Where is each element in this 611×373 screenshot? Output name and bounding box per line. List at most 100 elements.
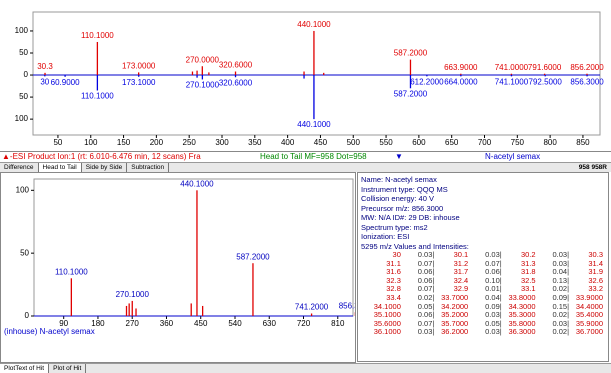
y-tick-label: 50 [19,48,28,57]
info-line: Name: N-acetyl semax [361,175,437,184]
x-tick-label: 90 [59,319,68,328]
table-cell: 0.06| [485,267,502,277]
x-tick-label: 700 [478,138,492,147]
x-tick-label: 450 [314,138,328,147]
x-tick-label: 400 [281,138,295,147]
info-line: Precursor m/z: 856.3000 [361,203,444,213]
peak-label: 270.1000 [186,81,220,90]
x-tick-label: 360 [160,319,174,328]
peak-label: 587.2000 [236,252,270,261]
tab[interactable]: Side by Side [82,163,128,172]
table-cell: 35.2000 [441,310,469,320]
x-tick-label: 270 [126,319,140,328]
status-bar: ▲-ESI Product Ion:1 (rt: 6.010-6.476 min… [0,151,611,162]
y-tick-label: 50 [20,248,29,257]
table-cell: 0.03| [552,258,570,268]
x-tick-label: 300 [215,138,229,147]
x-tick-label: 810 [331,319,345,328]
table-cell: 32.5 [520,275,536,285]
peak-label: 110.1000 [55,267,88,276]
y-tick-label: 100 [15,114,29,123]
tabs-right: 958 958R [578,164,607,171]
table-cell: 30.3 [588,250,603,259]
table-cell: 0.02| [552,327,570,337]
table-cell: 34.1000 [373,301,401,311]
peak-label: 173.0000 [122,62,156,71]
x-tick-label: 100 [84,138,98,147]
table-cell: 0.13| [552,275,570,285]
peak-label: 856.2000 [570,63,604,72]
tab[interactable]: Head to Tail [38,163,82,172]
peak-label: 741.2000 [295,303,329,312]
status-arrow: ▼ [395,152,403,161]
x-tick-label: 850 [576,138,590,147]
table-cell: 36.1000 [373,327,401,337]
info-line: Collision energy: 40 V [361,194,434,203]
table-cell: 34.4000 [575,301,603,311]
table-cell: 0.07| [417,258,435,268]
tab[interactable]: Plot of Hit [49,364,87,373]
table-cell: 32.3 [386,275,401,285]
table-cell: 0.03| [552,318,570,328]
table-cell: 33.4 [386,292,401,302]
table-cell: 0.04| [485,292,502,302]
table-cell: 36.2000 [441,327,469,337]
peak-label: 612.2000 [410,77,444,86]
table-cell: 0.06| [417,275,435,285]
x-tick-label: 200 [150,138,164,147]
tab[interactable]: Subtraction [127,163,170,172]
info-line: 5295 m/z Values and Intensities: [361,241,469,251]
peak-label: 270.0000 [186,55,220,64]
values-table: 30 0.03| 30.1 0.03| 30.2 0.03| 30.3 31.1 0.07| 31… [369,250,605,337]
table-cell: 0.07| [417,318,435,328]
peak-label: 440.1000 [180,179,214,188]
table-cell: 0.07| [485,258,502,268]
table-row: 35.1000 0.06| 35.2000 0.03| 35.3000 0.02| 35.4… [369,311,605,320]
tab[interactable]: PlotText of Hit [0,364,50,373]
info-line: MW: N/A ID#: 29 DB: inhouse [361,213,460,222]
table-row: 35.6000 0.07| 35.7000 0.05| 35.8000 0.03| 35.9… [369,318,605,329]
peak-label: 270.1000 [116,290,150,299]
status-left: ▲-ESI Product Ion:1 (rt: 6.010-6.476 min… [2,152,201,161]
table-cell: 0.02| [417,292,435,302]
peak-label: 30 [40,77,49,86]
table-cell: 0.02| [552,284,570,294]
peak-label: 792.5000 [529,77,563,86]
table-row: 36.1000 0.03| 36.2000 0.03| 36.3000 0.02| 36.7… [369,328,605,337]
x-tick-label: 550 [379,138,393,147]
x-tick-label: 800 [543,138,557,147]
x-tick-label: 350 [248,138,262,147]
table-cell: 30.2 [520,250,536,259]
peak-label: 587.2000 [394,89,428,98]
x-tick-label: 540 [228,319,242,328]
table-cell: 0.06| [417,267,435,277]
y-tick-label: 100 [15,26,29,35]
table-cell: 31.8 [520,267,536,277]
table-cell: 0.02| [552,310,570,320]
table-cell: 34.3000 [508,301,536,311]
status-right: N-acetyl semax [485,152,541,161]
peak-label: 791.6000 [528,63,562,72]
table-cell: 0.05| [417,301,435,311]
table-cell: 0.04| [552,267,570,277]
x-tick-label: 250 [183,138,197,147]
table-cell: 31.6 [386,267,401,277]
table-cell: 32.9 [453,284,469,294]
x-tick-label: 630 [263,319,277,328]
table-cell: 35.1000 [373,310,401,320]
tab[interactable]: Difference [0,163,39,172]
peak-label: 30.3 [37,62,53,71]
table-cell: 34.2000 [441,301,469,311]
table-cell: 0.03| [485,327,502,337]
table-cell: 0.05| [485,318,502,328]
y-tick-label: 0 [25,311,30,320]
peak-label: 664.0000 [444,77,478,86]
table-cell: 33.8000 [508,292,536,302]
peak-label: 440.1000 [297,120,331,129]
table-row: 32.3 0.06| 32.4 0.10| 32.5 0.13| 32.6 [369,275,605,286]
table-cell: 35.8000 [508,318,536,328]
x-tick-label: 650 [445,138,459,147]
x-tick-label: 50 [53,138,62,147]
